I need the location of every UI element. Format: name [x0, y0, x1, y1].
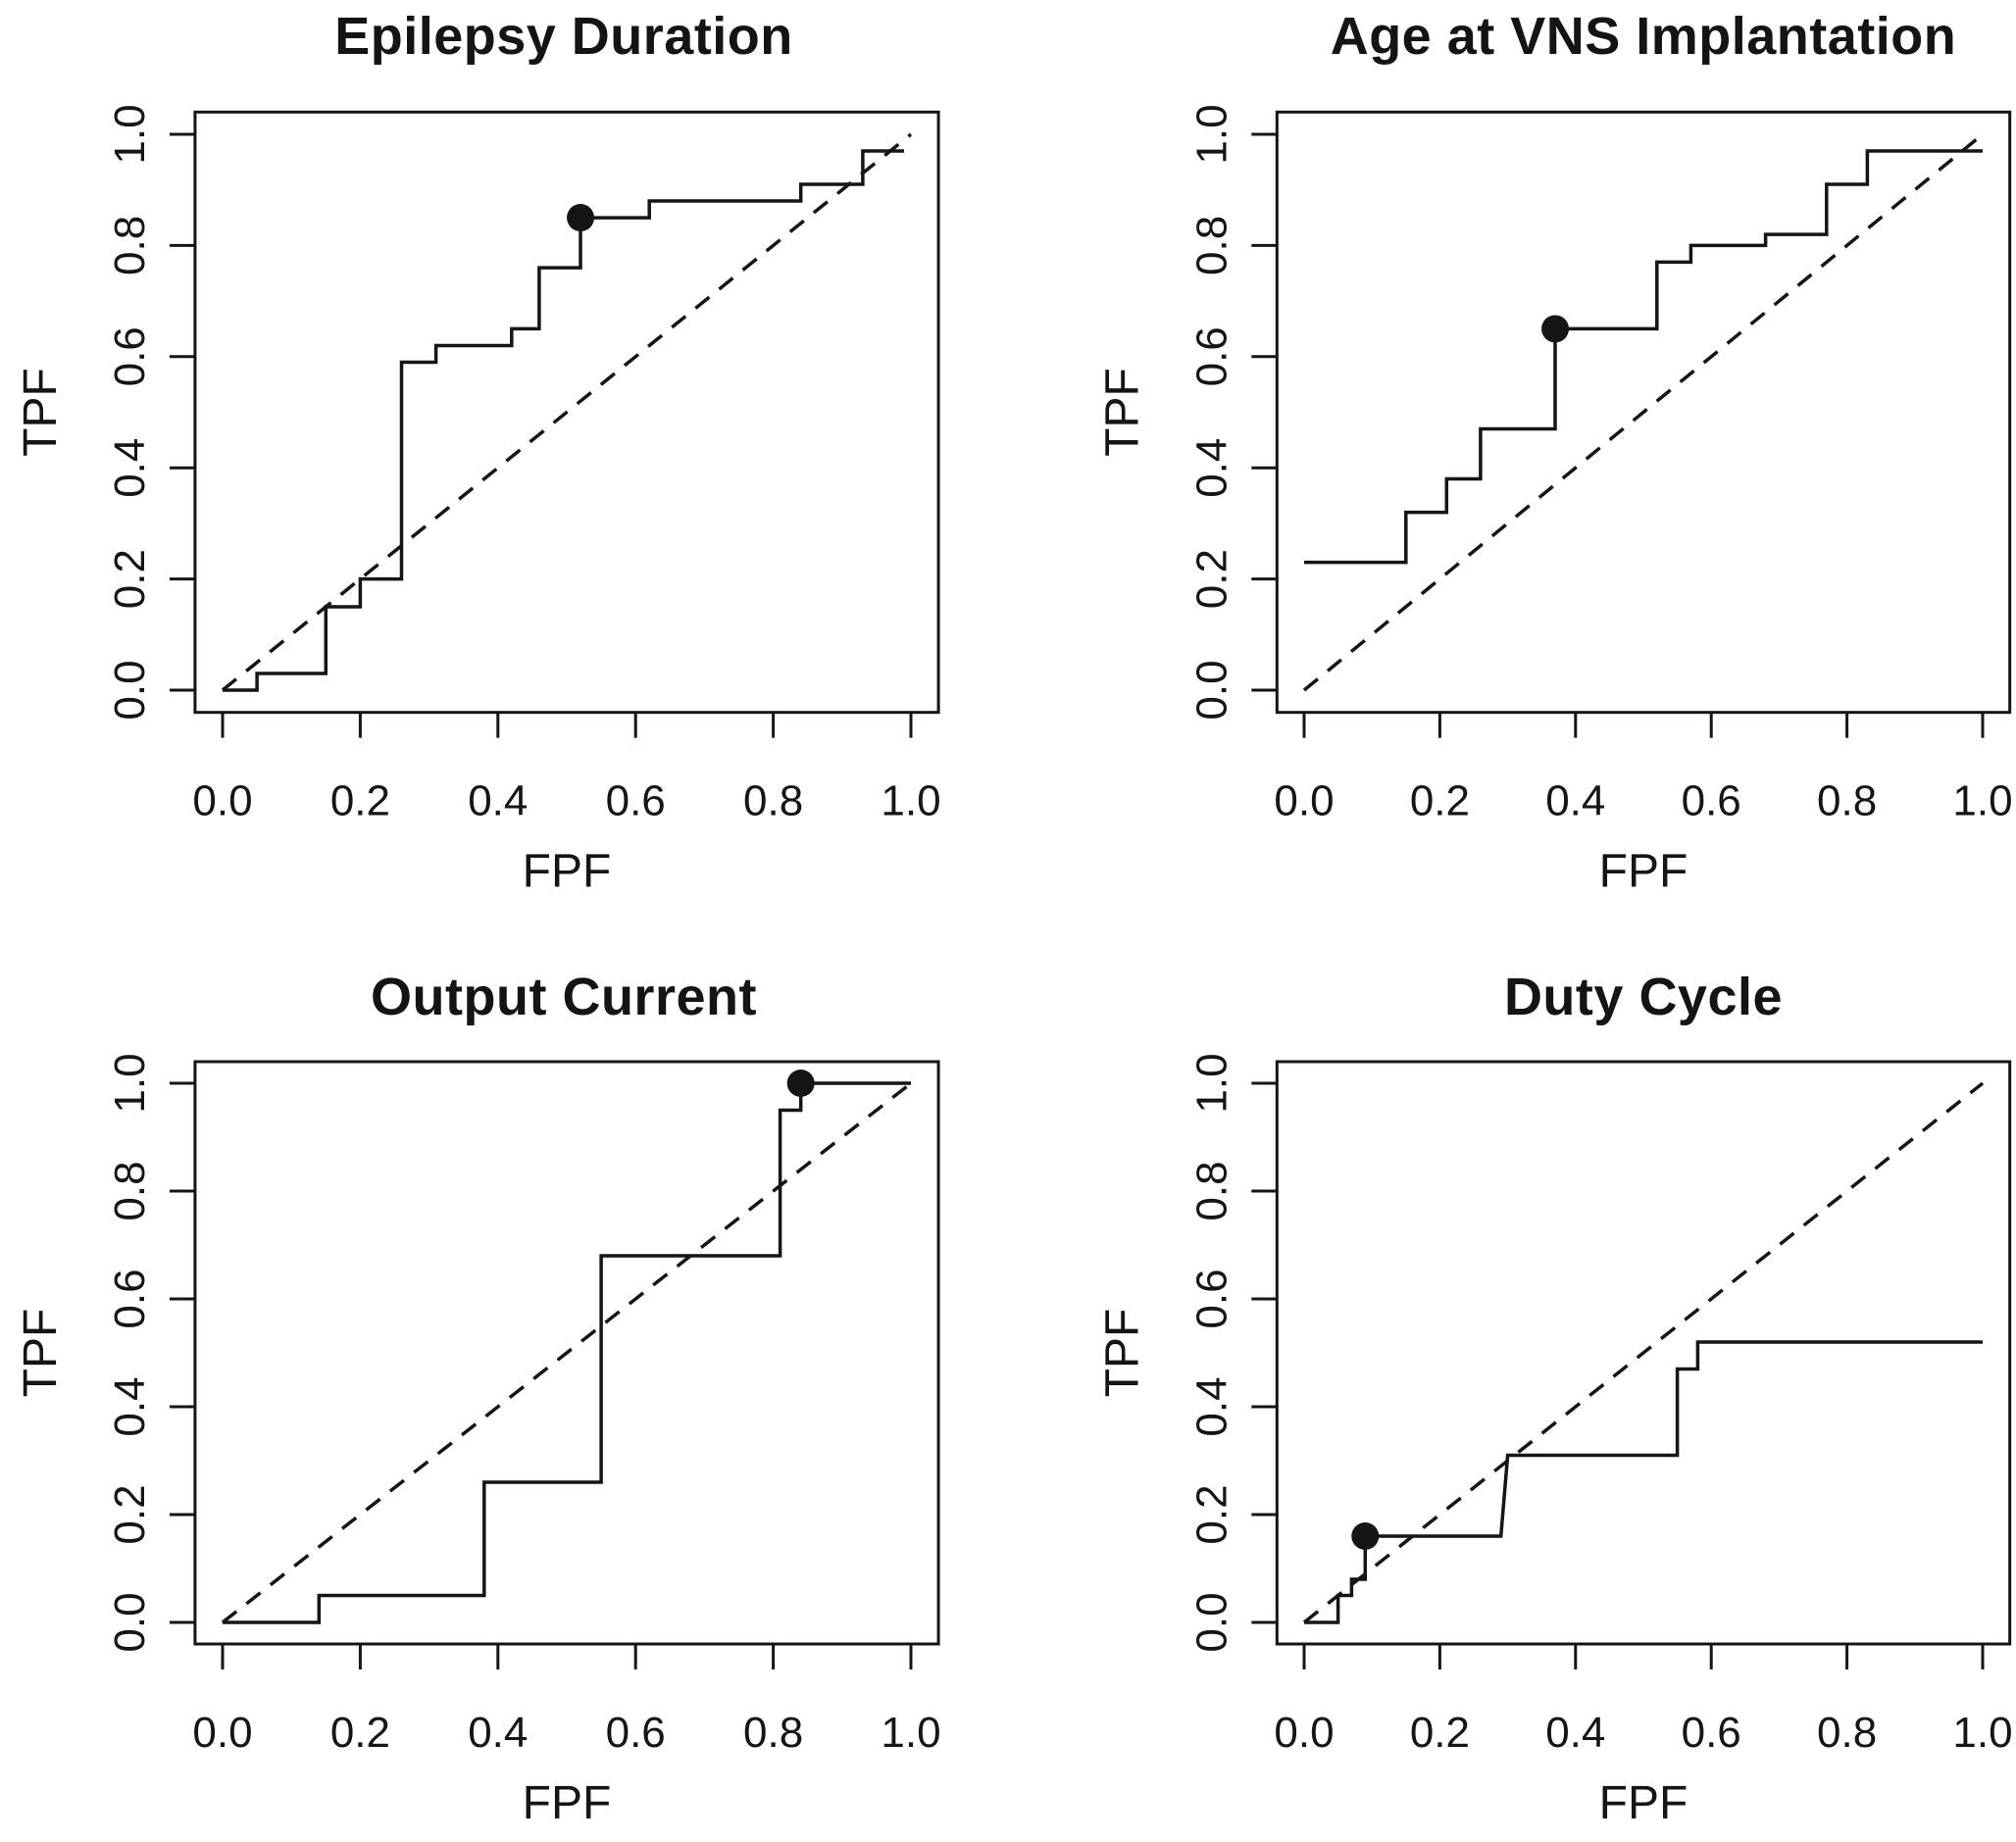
y-axis-label: TPF: [1096, 368, 1148, 457]
optimal-cutoff-point: [1351, 1522, 1380, 1550]
x-axis-label: FPF: [523, 846, 612, 898]
y-tick-label: 0.8: [1187, 216, 1235, 275]
x-tick-label: 0.4: [468, 777, 528, 825]
x-axis-label: FPF: [1599, 846, 1688, 898]
optimal-cutoff-point: [786, 1070, 815, 1097]
y-tick-label: 0.8: [1187, 1161, 1235, 1220]
roc-step-curve: [223, 1081, 911, 1624]
y-tick-label: 1.0: [1187, 1053, 1235, 1113]
plot-box: [193, 1060, 940, 1646]
optimal-cutoff-point: [1541, 315, 1570, 343]
roc-panel-epilepsy-duration: Epilepsy Duration 0.0 0.2 0.4 0.6 0.8 1.0 0.0 0…: [0, 0, 1008, 921]
x-tick-label: 0.4: [1545, 1709, 1605, 1757]
y-tick-label: 0.6: [106, 1269, 154, 1328]
y-tick-label: 0.6: [1187, 1269, 1235, 1328]
y-tick-label: 1.0: [106, 1053, 154, 1113]
x-tick-label: 0.4: [1545, 777, 1605, 825]
roc-plot-duty-cycle: 0.0 0.2 0.4 0.6 0.8 1.0 0.0 0.2 0.4 0.6 0.8 1.0 FPF T…: [1096, 1053, 2012, 1829]
y-tick-label: 0.6: [1187, 326, 1235, 386]
x-tick-label: 0.2: [330, 777, 390, 825]
x-tick-label: 0.8: [1817, 1709, 1877, 1757]
x-tick-label: 0.0: [1274, 1709, 1334, 1757]
plot-box: [1275, 110, 2012, 715]
roc-panel-age-at-vns-implantation: Age at VNS Implantation 0.0 0.2 0.4 0.6 0.8 1…: [1008, 0, 2016, 921]
x-tick-label: 1.0: [1952, 777, 2012, 825]
roc-panel-output-current: Output Current 0.0 0.2 0.4 0.6 0.8 1.0 0.0 0.2 0…: [0, 921, 1008, 1842]
roc-plot-age-at-vns-implantation: 0.0 0.2 0.4 0.6 0.8 1.0 0.0 0.2 0.4 0.6 0.8 1.0 FPF T…: [1096, 104, 2012, 898]
x-tick-label: 0.4: [468, 1709, 528, 1757]
x-tick-label: 0.6: [1682, 777, 1741, 825]
optimal-cutoff-point: [567, 204, 595, 232]
y-tick-label: 0.8: [106, 216, 154, 275]
y-tick-label: 0.8: [106, 1161, 154, 1220]
x-tick-label: 0.0: [1274, 777, 1334, 825]
chance-diagonal-line: [1302, 1081, 1985, 1624]
y-tick-label: 1.0: [1187, 104, 1235, 164]
chance-diagonal-line: [221, 1081, 913, 1624]
x-axis-label: FPF: [523, 1777, 612, 1829]
y-tick-label: 0.0: [1187, 1592, 1235, 1652]
x-axis-label: FPF: [1599, 1777, 1688, 1829]
chart-title: Age at VNS Implantation: [1330, 7, 1957, 66]
roc-step-curve: [1304, 1340, 1983, 1624]
y-tick-label: 0.4: [106, 438, 154, 498]
roc-step-curve: [1304, 149, 1983, 565]
chart-title: Epilepsy Duration: [334, 7, 793, 66]
x-tick-label: 0.0: [192, 777, 252, 825]
x-tick-label: 0.8: [1817, 777, 1877, 825]
y-tick-label: 0.4: [106, 1376, 154, 1436]
x-tick-label: 0.8: [743, 1709, 803, 1757]
roc-panel-duty-cycle: Duty Cycle 0.0 0.2 0.4 0.6 0.8 1.0 0.0 0.2 0.4 0.…: [1008, 921, 2016, 1842]
y-tick-label: 0.0: [1187, 660, 1235, 720]
chance-diagonal-line: [1302, 132, 1985, 692]
plot-box: [193, 110, 940, 715]
x-tick-label: 0.2: [1410, 777, 1470, 825]
y-tick-label: 0.0: [106, 1592, 154, 1652]
plot-box: [1275, 1060, 2012, 1646]
y-tick-label: 0.4: [1187, 438, 1235, 498]
y-tick-label: 0.2: [106, 549, 154, 609]
y-tick-label: 0.2: [1187, 549, 1235, 609]
x-tick-label: 1.0: [881, 777, 940, 825]
x-tick-label: 1.0: [881, 1709, 940, 1757]
y-axis-label: TPF: [15, 1309, 67, 1398]
y-tick-label: 0.4: [1187, 1376, 1235, 1436]
x-tick-label: 0.6: [606, 1709, 666, 1757]
x-tick-label: 0.2: [330, 1709, 390, 1757]
x-tick-label: 0.8: [743, 777, 803, 825]
chance-diagonal-line: [221, 132, 913, 692]
roc-plot-epilepsy-duration: 0.0 0.2 0.4 0.6 0.8 1.0 0.0 0.2 0.4 0.6 0.8 1.0 FPF T…: [15, 104, 941, 898]
roc-plot-output-current: 0.0 0.2 0.4 0.6 0.8 1.0 0.0 0.2 0.4 0.6 0.8 1.0 FPF T…: [15, 1053, 941, 1829]
y-tick-label: 0.2: [1187, 1484, 1235, 1544]
y-axis-label: TPF: [15, 368, 67, 457]
y-tick-label: 0.6: [106, 326, 154, 386]
x-tick-label: 1.0: [1952, 1709, 2012, 1757]
y-axis-label: TPF: [1096, 1309, 1148, 1398]
x-tick-label: 0.6: [1682, 1709, 1741, 1757]
roc-step-curve: [223, 149, 904, 692]
y-tick-label: 0.0: [106, 660, 154, 720]
y-tick-label: 1.0: [106, 104, 154, 164]
y-tick-label: 0.2: [106, 1484, 154, 1544]
x-tick-label: 0.2: [1410, 1709, 1470, 1757]
x-tick-label: 0.6: [606, 777, 666, 825]
x-tick-label: 0.0: [192, 1709, 252, 1757]
chart-title: Output Current: [371, 968, 757, 1026]
chart-title: Duty Cycle: [1503, 968, 1784, 1026]
